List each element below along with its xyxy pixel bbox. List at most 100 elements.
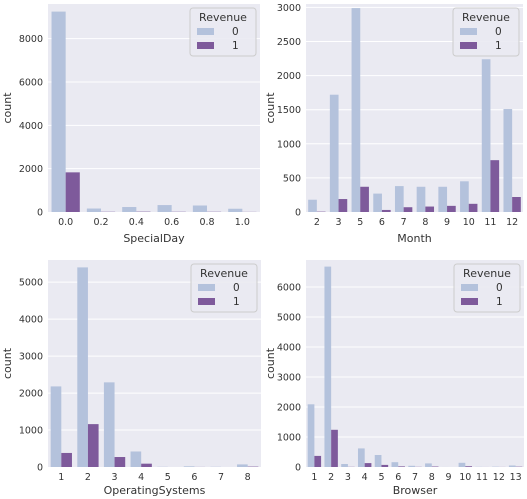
x-tick-label: 2 [85,472,91,483]
legend-swatch-1 [461,298,478,305]
bar-revenue-0-9 [438,186,448,212]
bar-revenue-0-6 [183,466,195,467]
y-tick-label: 2000 [19,164,43,175]
bar-revenue-0-5 [374,455,382,467]
bar-revenue-1-8 [425,206,435,212]
y-tick-label: 2500 [277,37,301,48]
bar-revenue-0-0.6 [157,205,172,212]
bar-revenue-0-12 [503,109,513,212]
y-tick-label: 8000 [19,34,43,45]
bar-revenue-1-3 [114,457,126,467]
bar-revenue-0-3 [341,464,348,467]
x-tick-label: 4 [138,472,144,483]
bar-revenue-0-6 [391,462,399,467]
x-tick-label: 0.8 [199,217,214,228]
bar-revenue-1-7 [403,207,413,212]
bar-revenue-0-0.8 [192,205,207,212]
legend-label-1: 1 [495,40,502,52]
bar-revenue-0-2 [77,267,88,467]
bar-revenue-0-6 [373,193,382,212]
y-tick-label: 2000 [277,71,301,82]
legend-label-1: 1 [233,296,240,308]
bar-revenue-0-7 [394,186,404,212]
x-tick-label: 0.6 [164,217,179,228]
y-tick-label: 4000 [19,121,43,132]
x-axis-title: SpecialDay [123,232,185,245]
bar-revenue-0-8 [425,463,432,467]
bar-revenue-1-12 [512,196,521,212]
chart-panel-specialday: 0 2000 4000 6000 8000 0.0 0.2 0.4 0.6 0.8 1.0 Speci… [1,4,260,245]
bar-revenue-0-4 [357,448,365,467]
x-tick-label: 5 [165,472,171,483]
legend: Revenue 0 1 [189,7,257,57]
bar-revenue-0-7 [408,465,415,467]
x-tick-label: 5 [378,472,384,483]
x-tick-label: 12 [506,217,518,228]
x-tick-label: 1 [311,472,317,483]
y-tick-label: 3000 [19,352,43,363]
y-tick-label: 5000 [277,313,301,324]
x-tick-label: 0.0 [58,217,73,228]
bar-revenue-1-5 [360,186,369,212]
bar-revenue-0-10 [458,462,466,467]
x-tick-label: 1 [58,472,64,483]
y-tick-label: 1000 [277,433,301,444]
x-tick-label: 13 [510,472,522,483]
x-tick-label: 8 [422,217,428,228]
x-tick-label: 11 [484,217,496,228]
x-tick-label: 10 [463,217,475,228]
y-tick-label: 5000 [19,278,43,289]
y-tick-label: 0 [295,208,301,219]
y-tick-label: 6000 [277,283,301,294]
bar-revenue-1-1 [61,452,72,467]
bar-revenue-0-2 [324,266,332,467]
y-tick-label: 1000 [277,139,301,150]
bar-revenue-0-1.0 [228,208,243,212]
bar-revenue-0-0.4 [122,207,137,212]
bar-revenue-0-2 [308,199,317,212]
bar-revenue-0-0.0 [51,11,66,213]
bar-revenue-0-3 [329,94,339,212]
x-tick-label: 7 [401,217,407,228]
y-tick-label: 1500 [277,105,301,116]
x-axis-title: Month [397,232,432,245]
x-tick-label: 4 [362,472,368,483]
legend-swatch-0 [461,284,478,291]
y-tick-label: 0 [37,208,43,219]
y-tick-label: 1000 [19,426,43,437]
x-tick-label: 8 [429,472,435,483]
bar-revenue-1-6 [381,209,391,212]
bar-revenue-0-1 [307,404,315,467]
legend-swatch-1 [460,42,477,49]
bar-revenue-0-8 [416,186,426,212]
x-tick-label: 6 [379,217,385,228]
x-tick-label: 3 [345,472,351,483]
bar-revenue-0-5 [351,8,361,213]
legend: Revenue 0 1 [453,263,521,313]
bar-revenue-1-0.0 [65,172,80,212]
legend-swatch-1 [198,298,215,305]
x-tick-label: 11 [476,472,488,483]
bar-revenue-0-0.2 [86,208,101,212]
y-tick-label: 0 [295,463,301,474]
x-tick-label: 12 [493,472,505,483]
bar-revenue-1-10 [468,203,478,212]
bar-revenue-1-4 [141,463,152,467]
legend-label-0: 0 [496,282,503,294]
legend: Revenue 0 1 [190,263,258,313]
x-tick-label: 2 [314,217,320,228]
legend-swatch-0 [197,28,214,35]
bar-revenue-0-3 [103,382,115,467]
legend-swatch-1 [197,42,214,49]
legend-title: Revenue [463,267,511,280]
y-tick-label: 4000 [19,315,43,326]
legend-swatch-0 [198,284,215,291]
bar-revenue-1-1 [314,455,322,467]
legend-swatch-0 [460,28,477,35]
legend: Revenue 0 1 [452,7,520,57]
y-axis-title: count [264,92,277,124]
x-tick-label: 8 [245,472,251,483]
bar-revenue-0-4 [130,451,142,467]
